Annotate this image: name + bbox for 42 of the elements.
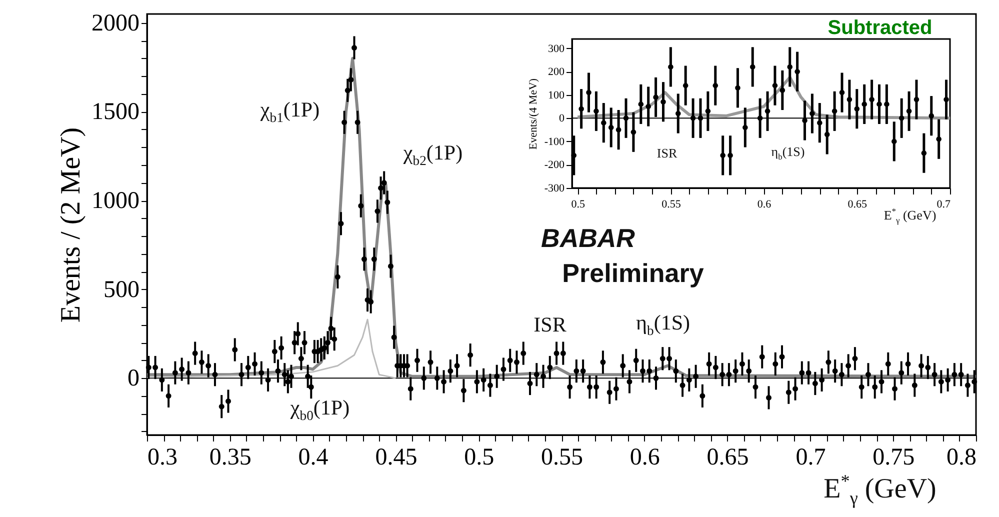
y-tick-label: 500 xyxy=(104,276,140,303)
y-tick-label: 200 xyxy=(548,66,565,78)
annotation: χ$_{b0}$(1P) xyxy=(290,396,350,423)
x-tick-label: 0.45 xyxy=(375,444,418,470)
annotation: ISR xyxy=(534,312,566,336)
x-tick-label: 0.65 xyxy=(848,198,868,210)
annotation: ISR xyxy=(656,146,678,160)
annotation: Subtracted xyxy=(828,17,932,39)
annotation: χ$_{b1}$(1P) xyxy=(260,98,320,125)
y-tick-label: 2000 xyxy=(92,10,140,36)
y-tick-label: -300 xyxy=(544,182,565,194)
annotation: χ$_{b2}$(1P) xyxy=(403,140,463,168)
y-tick-label: 1000 xyxy=(92,188,140,214)
y-tick-label: 300 xyxy=(548,42,565,55)
x-tick-label: 0.55 xyxy=(541,444,583,470)
y-tick-label: 0 xyxy=(128,366,140,392)
annotation: η$_{b}$(1S) xyxy=(636,310,690,338)
x-tick-label: 0.7 xyxy=(796,444,826,470)
annotation: Preliminary xyxy=(562,258,704,288)
x-tick-label: 0.3 xyxy=(148,444,178,470)
x-tick-label: 0.7 xyxy=(936,198,951,210)
x-axis-title: E$^{*}$$_{γ}$ (GeV) xyxy=(884,206,936,225)
x-tick-label: 0.8 xyxy=(946,444,976,470)
y-tick-label: -100 xyxy=(544,136,565,148)
y-tick-label: -200 xyxy=(544,159,565,172)
x-tick-label: 0.6 xyxy=(757,198,772,210)
x-tick-label: 0.5 xyxy=(571,198,586,210)
y-axis-title: Events / (2 MeV) xyxy=(56,127,86,323)
x-axis-title: E$^{*}$$_{γ}$ (GeV) xyxy=(824,471,936,508)
y-tick-label: 100 xyxy=(548,89,565,102)
y-tick-label: 0 xyxy=(559,112,565,125)
y-axis-title: Events/(4 MeV) xyxy=(527,78,540,150)
annotation: BABAR xyxy=(541,223,635,253)
x-tick-label: 0.6 xyxy=(630,444,660,470)
x-tick-label: 0.75 xyxy=(872,444,915,470)
x-tick-label: 0.55 xyxy=(662,198,682,210)
annotation: η$_{b}$(1S) xyxy=(771,144,805,162)
x-tick-label: 0.5 xyxy=(464,444,494,470)
x-tick-label: 0.65 xyxy=(706,444,749,470)
y-tick-label: 1500 xyxy=(92,99,140,126)
x-tick-label: 0.35 xyxy=(209,444,252,470)
x-tick-label: 0.4 xyxy=(298,444,328,470)
